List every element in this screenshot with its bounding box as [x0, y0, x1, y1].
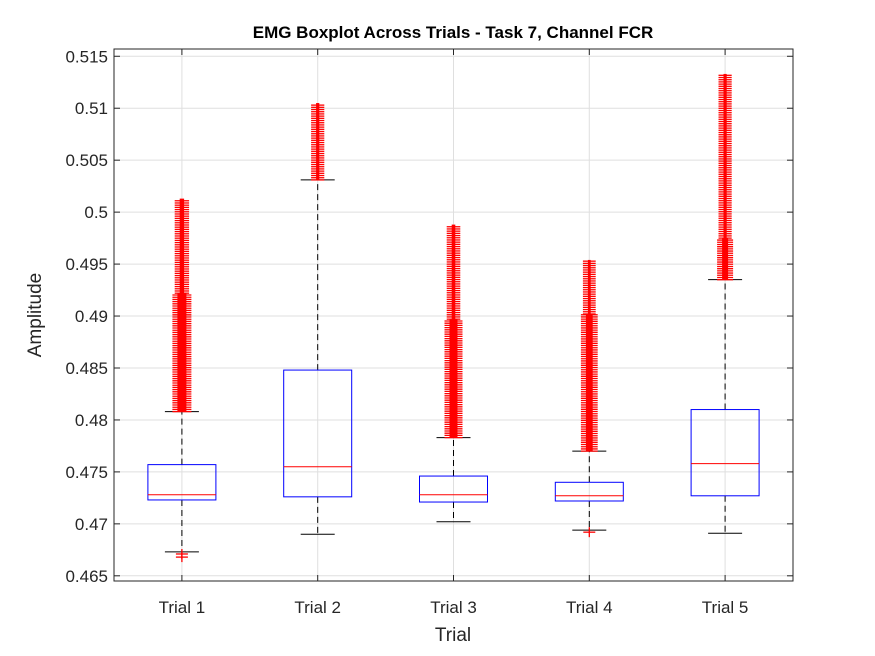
outlier-cluster	[722, 238, 729, 280]
outlier-cluster	[179, 198, 185, 294]
x-axis-label: Trial	[435, 625, 471, 646]
x-tick-label: Trial 4	[566, 598, 613, 617]
x-tick-label: Trial 3	[430, 598, 477, 617]
outliers	[717, 73, 734, 281]
x-tick-label: Trial 5	[702, 598, 749, 617]
outlier-cluster	[723, 73, 727, 239]
outlier-cluster	[451, 224, 456, 320]
outliers	[580, 259, 598, 538]
outlier-cluster	[316, 103, 320, 180]
box-iqr	[147, 464, 217, 501]
box-iqr	[690, 409, 760, 497]
box-iqr	[419, 475, 488, 503]
box-3	[419, 224, 488, 523]
y-tick-label: 0.505	[65, 151, 108, 170]
y-tick-label: 0.48	[75, 411, 108, 430]
y-tick-label: 0.49	[75, 307, 108, 326]
x-axis: Trial 1 Trial 2 Trial 3 Trial 4 Trial 5	[159, 49, 749, 617]
outliers	[444, 224, 463, 439]
y-tick-label: 0.51	[75, 99, 108, 118]
outliers	[172, 198, 192, 563]
y-tick-label: 0.475	[65, 463, 108, 482]
x-tick-label: Trial 1	[159, 598, 206, 617]
plot-area	[147, 73, 760, 563]
y-axis: 0.465 0.47 0.475 0.48 0.485 0.49 0.495 0.5 0.505…	[65, 47, 793, 586]
x-tick-label: Trial 2	[294, 598, 341, 617]
chart-title: EMG Boxplot Across Trials - Task 7, Chan…	[253, 23, 654, 42]
y-axis-label: Amplitude	[25, 273, 46, 358]
box-5	[690, 73, 760, 534]
box-4	[554, 259, 624, 538]
y-tick-label: 0.485	[65, 359, 108, 378]
box-iqr	[554, 481, 624, 502]
y-tick-label: 0.47	[75, 515, 108, 534]
box-iqr	[283, 369, 353, 498]
y-tick-label: 0.515	[65, 47, 108, 66]
box-2	[283, 103, 353, 535]
y-tick-label: 0.465	[65, 567, 108, 586]
box-1	[147, 198, 217, 563]
y-tick-label: 0.5	[84, 203, 108, 222]
outliers	[311, 103, 325, 181]
y-tick-label: 0.495	[65, 255, 108, 274]
